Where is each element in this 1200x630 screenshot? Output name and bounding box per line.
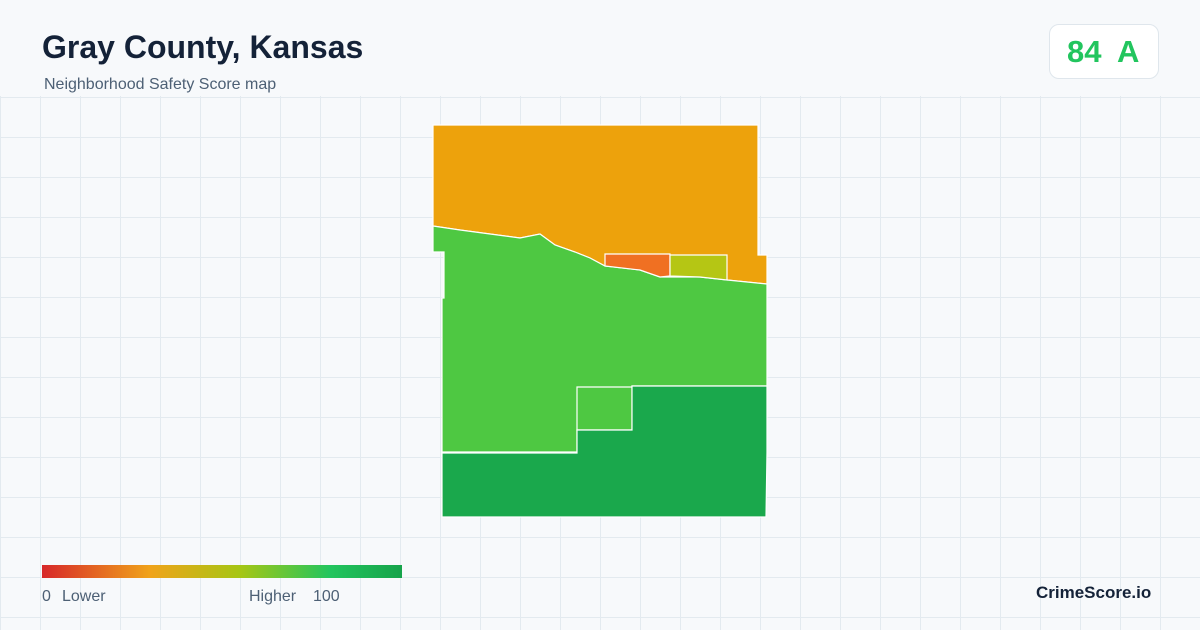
legend-min: 0 <box>42 588 51 605</box>
region <box>441 385 768 518</box>
region <box>604 253 671 278</box>
regions <box>432 124 768 518</box>
region <box>576 386 633 431</box>
score: 84 <box>1067 34 1102 69</box>
brand: CrimeScore.io <box>1036 583 1152 602</box>
legend-max: 100 <box>313 588 340 605</box>
region <box>669 254 728 281</box>
subtitle: Neighborhood Safety Score map <box>44 76 277 93</box>
legend-high: Higher <box>249 588 297 605</box>
score-box: 84 A <box>1049 24 1159 79</box>
legend-bar <box>42 565 402 578</box>
title: Gray County, Kansas <box>42 29 364 65</box>
legend-low: Lower <box>62 588 106 605</box>
grade: A <box>1117 34 1140 69</box>
